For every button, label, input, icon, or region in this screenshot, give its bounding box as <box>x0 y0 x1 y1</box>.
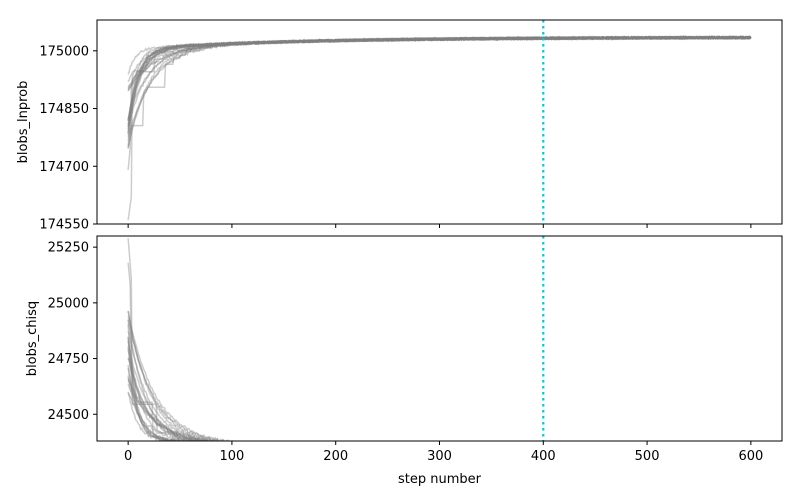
y-tick-label: 24500 <box>48 408 89 423</box>
y-tick-label: 174850 <box>39 102 89 117</box>
walker-trace <box>127 357 216 441</box>
walker-trace <box>127 346 200 441</box>
walker-trace <box>127 319 242 441</box>
axes-frame <box>96 235 783 442</box>
walker-trace <box>127 35 752 90</box>
walker-trace <box>127 331 227 441</box>
y-tick-label: 174700 <box>39 160 89 175</box>
walker-trace <box>127 35 752 130</box>
walker-trace <box>127 34 752 134</box>
y-tick-label: 174550 <box>39 218 89 233</box>
walker-trace <box>127 311 222 441</box>
walker-trace <box>127 357 209 441</box>
walker-trace <box>127 35 752 126</box>
walker-trace <box>127 315 238 441</box>
walker-trace <box>127 34 752 120</box>
walker-trace <box>127 34 752 171</box>
x-tick-label: 400 <box>531 449 556 464</box>
x-tick-label: 500 <box>635 449 660 464</box>
walker-trace <box>127 262 218 441</box>
walker-trace <box>127 364 204 441</box>
walker-trace <box>127 238 217 441</box>
walker-trace <box>127 35 752 136</box>
walker-trace <box>127 35 752 91</box>
walker-trace <box>127 35 752 92</box>
walker-trace <box>127 35 752 134</box>
walker-trace <box>127 348 224 441</box>
walker-trace <box>127 35 752 121</box>
walker-trace <box>127 35 752 120</box>
panel-blobs_lnprob: 174550 174700 174850 175000 blobs_lnprob <box>16 19 783 233</box>
y-tick-label: 24750 <box>48 352 89 367</box>
walker-trace <box>127 324 193 441</box>
walker-trace <box>127 310 231 441</box>
y-tick-label: 175000 <box>39 44 89 59</box>
walker-trace <box>127 35 752 138</box>
walker-trace <box>127 35 752 128</box>
y-axis-label: blobs_chisq <box>25 301 40 376</box>
walker-trace <box>127 35 752 75</box>
y-tick-label: 25250 <box>48 241 89 256</box>
x-axis-label: step number <box>398 472 482 487</box>
walker-trace <box>127 35 752 122</box>
x-tick-label: 200 <box>323 449 348 464</box>
walker-trace <box>127 34 752 88</box>
x-tick-label: 100 <box>220 449 245 464</box>
x-tick-label: 300 <box>427 449 452 464</box>
walker-traces <box>127 238 242 441</box>
walker-trace <box>127 319 208 441</box>
y-tick-label: 25000 <box>48 296 89 311</box>
x-tick-label: 600 <box>738 449 763 464</box>
panel-blobs_chisq: 0 100 200 300 400 500 600 24500 24750 25000 25250 b… <box>25 235 783 487</box>
walker-trace <box>127 34 752 149</box>
walker-trace <box>127 35 752 221</box>
walker-trace <box>127 35 752 146</box>
walker-trace <box>127 34 752 83</box>
x-tick-label: 0 <box>124 449 132 464</box>
walker-trace <box>127 337 204 441</box>
walker-trace <box>127 340 214 441</box>
walker-trace <box>127 336 204 441</box>
walker-traces <box>127 34 752 221</box>
walker-trace <box>127 34 752 141</box>
walker-trace <box>127 35 752 149</box>
walker-trace <box>127 34 752 125</box>
y-axis-label: blobs_lnprob <box>16 81 31 164</box>
